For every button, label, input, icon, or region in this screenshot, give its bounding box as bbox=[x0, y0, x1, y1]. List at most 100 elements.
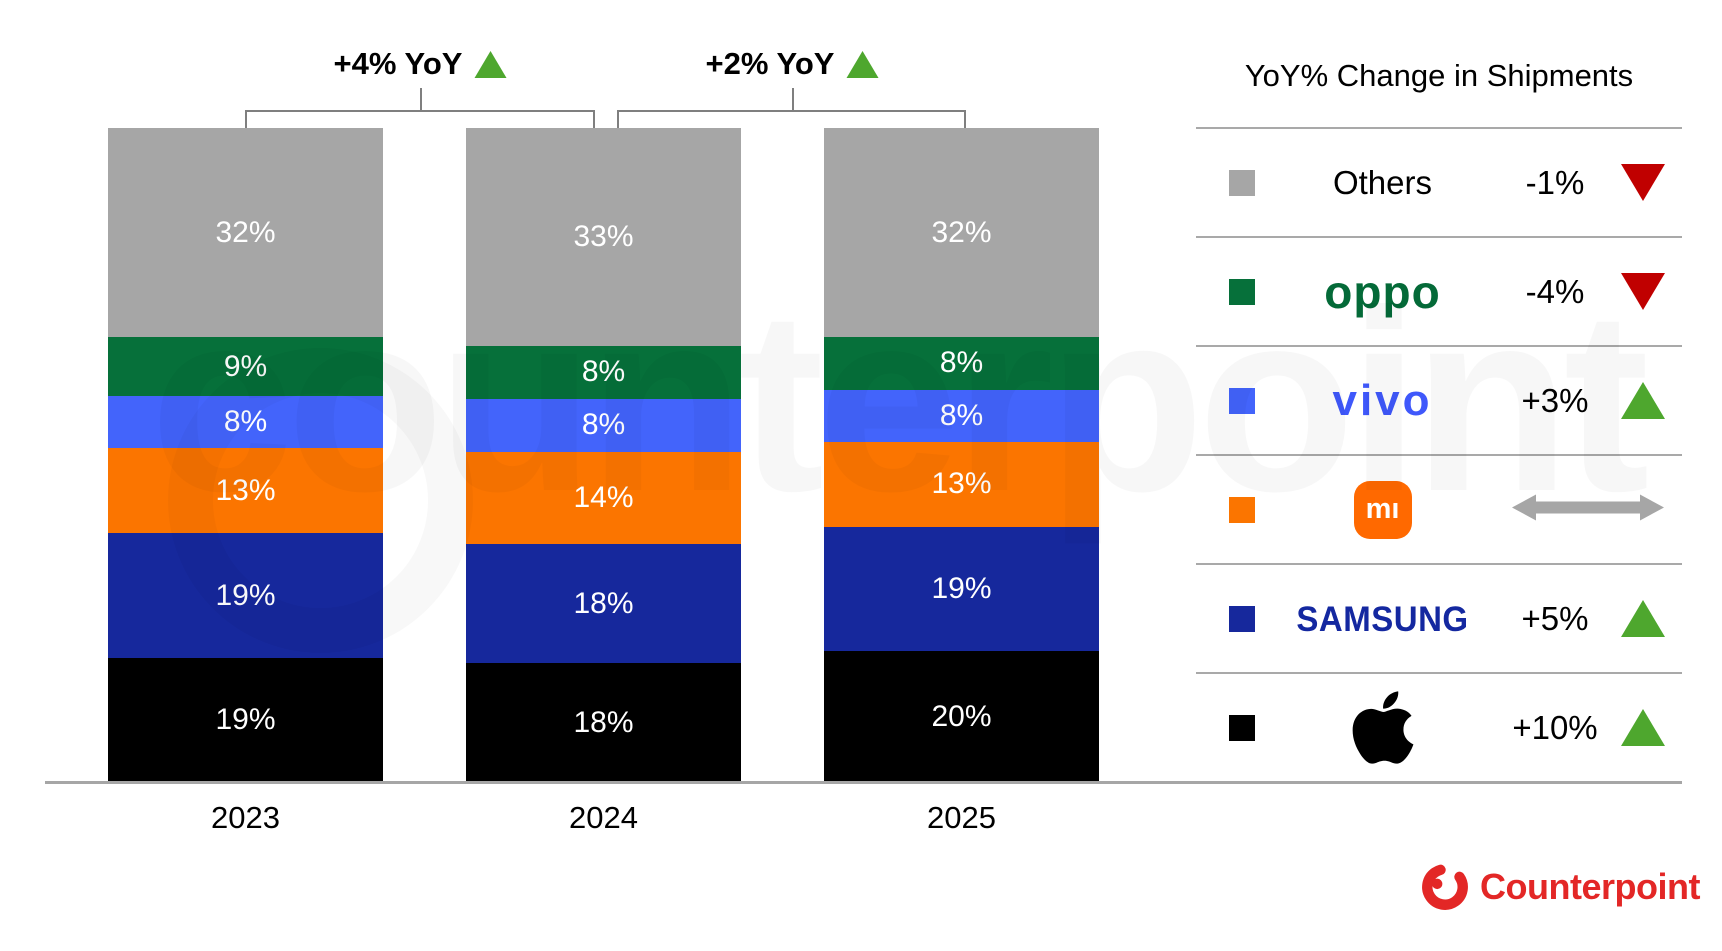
x-axis-line bbox=[45, 781, 1682, 784]
legend-title: YoY% Change in Shipments bbox=[1244, 58, 1634, 93]
segment-value-label: 32% bbox=[931, 215, 992, 249]
legend-swatch-oppo bbox=[1229, 278, 1255, 305]
x-axis-label-2025: 2025 bbox=[927, 800, 996, 835]
flat-arrow-icon bbox=[1512, 494, 1664, 520]
brand-wordmark-text: vivo bbox=[1332, 375, 1433, 425]
x-axis-label-2023: 2023 bbox=[211, 800, 280, 835]
up-triangle-icon bbox=[846, 50, 879, 78]
segment-value-label: 19% bbox=[215, 578, 276, 612]
direction-indicator-down bbox=[1620, 164, 1666, 201]
down-triangle-icon bbox=[1621, 164, 1665, 201]
segment-others: 33% bbox=[466, 128, 741, 346]
bar-2023: 32% 9% 8% 13% 19% 19% bbox=[108, 128, 383, 782]
segment-vivo: 8% bbox=[466, 398, 741, 452]
segment-value-label: 18% bbox=[573, 586, 634, 620]
segment-apple: 18% bbox=[466, 663, 741, 782]
legend-row-vivo: vivo +3% bbox=[1196, 345, 1682, 454]
bracket-line bbox=[617, 110, 966, 112]
legend-swatch-vivo bbox=[1229, 387, 1255, 414]
segment-value-label: 8% bbox=[581, 408, 626, 442]
legend-row-samsung: SAMSUNG +5% bbox=[1196, 563, 1682, 672]
segment-value-label: 20% bbox=[931, 699, 992, 733]
yoy-annotation-text: +2% YoY bbox=[705, 46, 835, 81]
legend: Others -1% oppo -4% vivo +3% mı SAMSUNG +5% +10% bbox=[1196, 127, 1682, 781]
segment-value-label: 8% bbox=[581, 355, 626, 389]
bar-2025: 32% 8% 8% 13% 19% 20% bbox=[824, 128, 1099, 782]
brand-wordmark-others: Others bbox=[1275, 164, 1490, 202]
brand-wordmark-vivo: vivo bbox=[1275, 375, 1490, 425]
change-value: +10% bbox=[1512, 708, 1598, 746]
change-value: +5% bbox=[1521, 599, 1589, 637]
direction-indicator-up bbox=[1620, 709, 1666, 746]
change-value: +3% bbox=[1521, 381, 1589, 419]
segment-xiaomi: 13% bbox=[108, 448, 383, 534]
up-triangle-icon bbox=[1621, 382, 1665, 419]
brand-wordmark-apple bbox=[1275, 686, 1490, 769]
counterpoint-logo-text: Counterpoint bbox=[1480, 866, 1700, 907]
yoy-annotation-label: +2% YoY bbox=[706, 46, 879, 82]
bracket-line bbox=[420, 88, 422, 110]
brand-wordmark-oppo: oppo bbox=[1275, 269, 1490, 315]
bracket-line bbox=[964, 110, 966, 128]
segment-value-label: 19% bbox=[215, 702, 276, 736]
segment-value-label: 9% bbox=[223, 349, 268, 383]
segment-oppo: 8% bbox=[824, 337, 1099, 390]
change-value: -4% bbox=[1525, 272, 1585, 310]
legend-swatch-others bbox=[1229, 169, 1255, 196]
segment-apple: 19% bbox=[108, 657, 383, 782]
brand-wordmark-xiaomi: mı bbox=[1275, 480, 1490, 539]
segment-xiaomi: 13% bbox=[824, 441, 1099, 527]
yoy-annotation-label: +4% YoY bbox=[334, 46, 507, 82]
change-value: -1% bbox=[1525, 163, 1585, 201]
direction-indicator-up bbox=[1620, 382, 1666, 419]
down-triangle-icon bbox=[1621, 273, 1665, 310]
segment-xiaomi: 14% bbox=[466, 451, 741, 545]
bracket-line bbox=[617, 110, 619, 128]
segment-others: 32% bbox=[824, 128, 1099, 338]
segment-value-label: 8% bbox=[223, 405, 268, 439]
x-axis-label-2024: 2024 bbox=[569, 800, 638, 835]
mi-logo-icon: mı bbox=[1353, 480, 1412, 539]
bracket-line bbox=[792, 88, 794, 110]
segment-value-label: 14% bbox=[573, 480, 634, 514]
legend-row-xiaomi: mı bbox=[1196, 454, 1682, 563]
bracket-line bbox=[245, 110, 247, 128]
legend-swatch-samsung bbox=[1229, 605, 1255, 632]
brand-wordmark-text: Others bbox=[1332, 163, 1433, 201]
brand-wordmark-text: SAMSUNG bbox=[1296, 598, 1469, 639]
segment-vivo: 8% bbox=[108, 396, 383, 449]
legend-row-others: Others -1% bbox=[1196, 127, 1682, 236]
brand-wordmark-text: oppo bbox=[1324, 265, 1441, 318]
segment-value-label: 32% bbox=[215, 215, 276, 249]
legend-swatch-xiaomi bbox=[1229, 496, 1255, 523]
segment-value-label: 33% bbox=[573, 220, 634, 253]
segment-value-label: 8% bbox=[939, 346, 984, 380]
up-triangle-icon bbox=[474, 50, 507, 78]
brand-wordmark-samsung: SAMSUNG bbox=[1275, 598, 1490, 639]
segment-samsung: 18% bbox=[466, 544, 741, 664]
segment-value-label: 8% bbox=[939, 398, 984, 432]
bracket-line bbox=[593, 110, 595, 128]
up-triangle-icon bbox=[1621, 709, 1665, 746]
counterpoint-logo: Counterpoint bbox=[1420, 862, 1700, 912]
legend-swatch-apple bbox=[1229, 714, 1255, 741]
flat-arrow bbox=[1512, 487, 1664, 532]
segment-samsung: 19% bbox=[824, 526, 1099, 652]
segment-value-label: 18% bbox=[573, 705, 634, 739]
up-triangle-icon bbox=[1621, 600, 1665, 637]
legend-row-oppo: oppo -4% bbox=[1196, 236, 1682, 345]
segment-oppo: 9% bbox=[108, 337, 383, 397]
segment-vivo: 8% bbox=[824, 389, 1099, 442]
segment-oppo: 8% bbox=[466, 346, 741, 399]
segment-value-label: 13% bbox=[931, 467, 992, 501]
segment-value-label: 13% bbox=[215, 473, 276, 507]
counterpoint-logo-icon bbox=[1422, 864, 1468, 910]
segment-samsung: 19% bbox=[108, 533, 383, 658]
apple-logo-icon bbox=[1352, 691, 1413, 764]
direction-indicator-up bbox=[1620, 600, 1666, 637]
direction-indicator-down bbox=[1620, 273, 1666, 310]
legend-row-apple: +10% bbox=[1196, 672, 1682, 781]
segment-others: 32% bbox=[108, 128, 383, 338]
bar-2024: 33% 8% 8% 14% 18% 18% bbox=[466, 128, 741, 782]
